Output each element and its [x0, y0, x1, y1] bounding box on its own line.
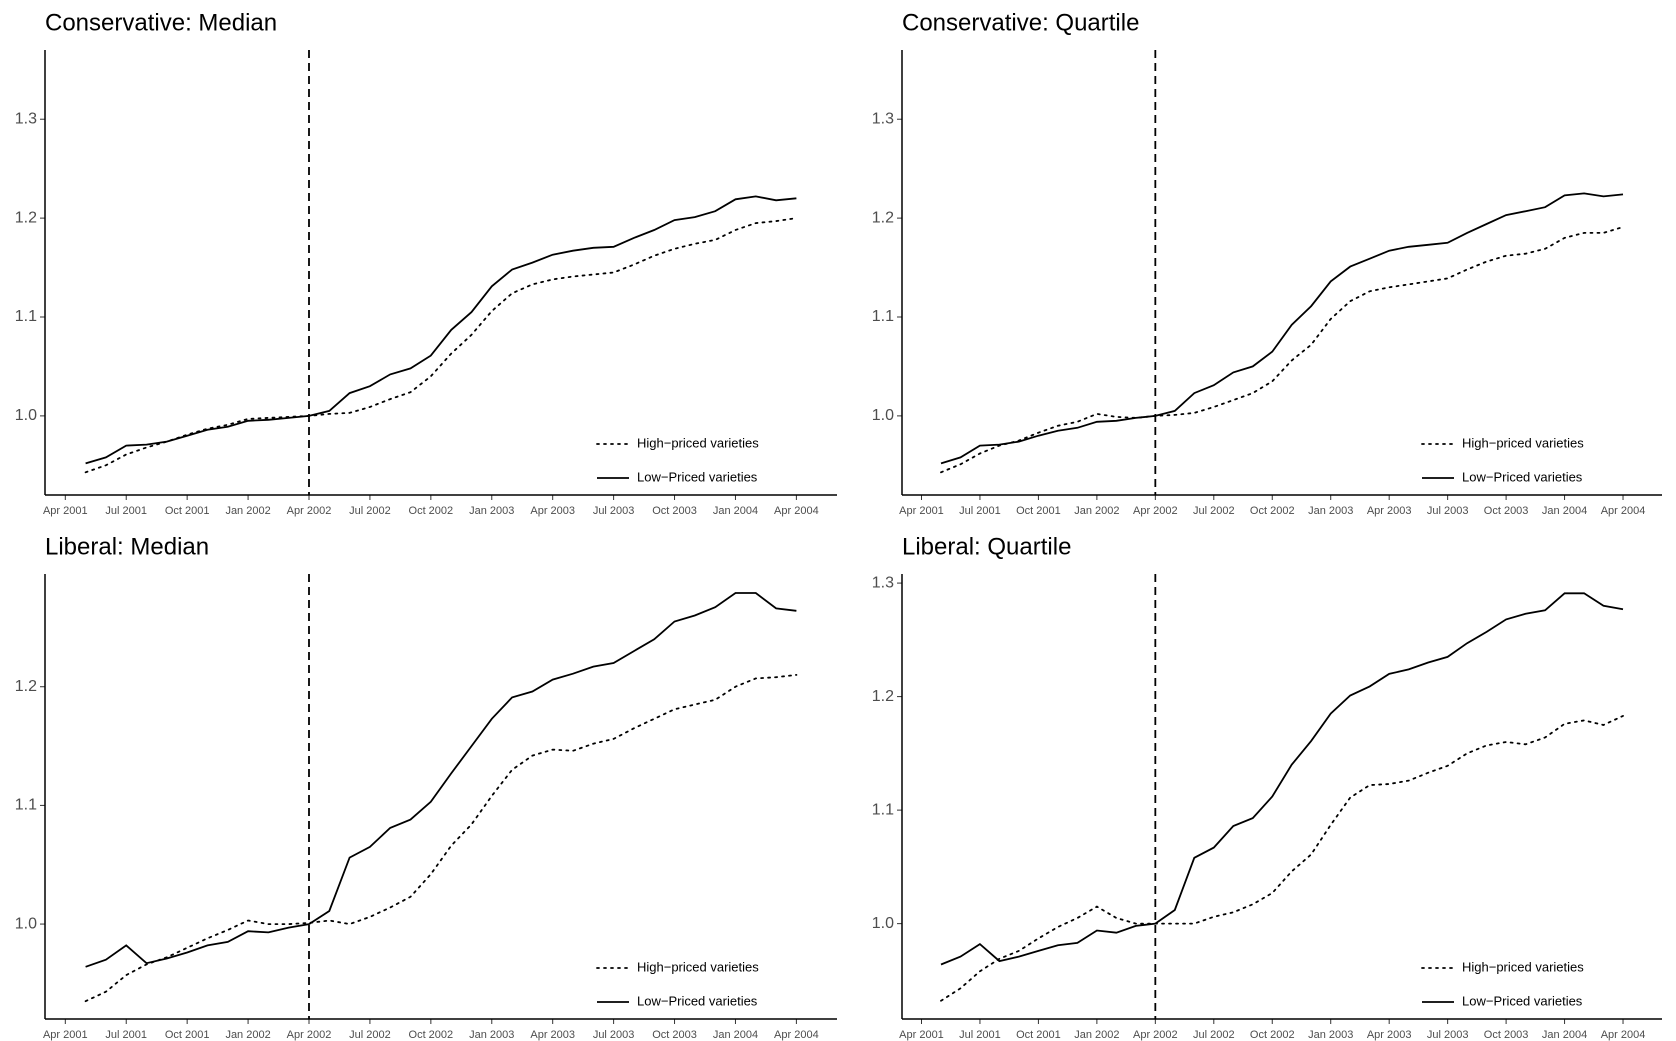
legend-label: Low−Priced varieties — [637, 469, 758, 484]
x-tick-label: Jan 2003 — [1308, 1029, 1353, 1041]
y-tick-label: 1.3 — [872, 574, 894, 591]
x-tick-label: Jan 2004 — [713, 1029, 758, 1041]
x-tick-label: Jul 2003 — [593, 505, 635, 517]
series-line — [940, 592, 1624, 966]
y-tick-label: 1.2 — [15, 678, 37, 695]
x-tick-label: Apr 2001 — [43, 505, 88, 517]
x-tick-label: Apr 2004 — [774, 505, 819, 517]
y-tick-label: 1.1 — [872, 308, 894, 325]
x-tick-label: Jan 2003 — [469, 1029, 514, 1041]
x-tick-label: Jan 2002 — [225, 1029, 270, 1041]
x-tick-label: Apr 2002 — [287, 1029, 332, 1041]
x-tick-label: Apr 2001 — [899, 505, 944, 517]
x-tick-label: Jul 2003 — [1427, 505, 1469, 517]
x-tick-label: Oct 2002 — [1250, 505, 1295, 517]
y-tick-label: 1.1 — [15, 308, 37, 325]
x-tick-label: Jul 2002 — [1193, 1029, 1235, 1041]
y-tick-label: 1.1 — [872, 801, 894, 818]
x-tick-label: Oct 2001 — [165, 1029, 210, 1041]
x-tick-label: Jul 2001 — [959, 1029, 1001, 1041]
legend-label: High−priced varieties — [1462, 435, 1584, 450]
y-tick-label: 1.0 — [15, 915, 37, 932]
x-tick-label: Apr 2003 — [1367, 1029, 1412, 1041]
x-tick-label: Jan 2004 — [1542, 505, 1587, 517]
x-tick-label: Jul 2002 — [349, 505, 391, 517]
x-tick-label: Jan 2002 — [225, 505, 270, 517]
series-line — [940, 715, 1624, 1002]
x-tick-label: Jul 2001 — [105, 1029, 147, 1041]
x-tick-label: Oct 2001 — [1016, 1029, 1061, 1041]
x-tick-label: Apr 2004 — [774, 1029, 819, 1041]
panel-title: Liberal: Quartile — [902, 533, 1071, 560]
x-tick-label: Jan 2004 — [1542, 1029, 1587, 1041]
x-tick-label: Oct 2002 — [1250, 1029, 1295, 1041]
legend-label: High−priced varieties — [637, 959, 759, 974]
x-tick-label: Apr 2001 — [43, 1029, 88, 1041]
x-tick-label: Jul 2001 — [959, 505, 1001, 517]
x-tick-label: Jul 2002 — [349, 1029, 391, 1041]
x-tick-label: Apr 2001 — [899, 1029, 944, 1041]
x-tick-label: Apr 2004 — [1601, 505, 1646, 517]
x-tick-label: Oct 2003 — [652, 1029, 697, 1041]
x-tick-label: Oct 2002 — [409, 1029, 454, 1041]
x-tick-label: Oct 2001 — [1016, 505, 1061, 517]
y-tick-label: 1.1 — [15, 797, 37, 814]
panel-title: Conservative: Median — [45, 9, 277, 36]
x-tick-label: Apr 2003 — [530, 1029, 575, 1041]
x-tick-label: Jan 2003 — [1308, 505, 1353, 517]
y-tick-label: 1.2 — [872, 688, 894, 705]
y-tick-label: 1.0 — [872, 407, 894, 424]
x-tick-label: Oct 2001 — [165, 505, 210, 517]
legend-label: Low−Priced varieties — [637, 993, 758, 1008]
series-line — [85, 195, 797, 465]
series-line — [84, 674, 798, 1003]
x-tick-label: Oct 2002 — [409, 505, 454, 517]
y-tick-label: 1.3 — [15, 110, 37, 127]
x-tick-label: Jan 2002 — [1074, 1029, 1119, 1041]
x-tick-label: Jan 2002 — [1074, 505, 1119, 517]
x-tick-label: Jan 2004 — [713, 505, 758, 517]
legend-label: Low−Priced varieties — [1462, 469, 1583, 484]
y-tick-label: 1.0 — [872, 915, 894, 932]
y-tick-label: 1.2 — [872, 209, 894, 226]
series-line — [940, 226, 1624, 474]
x-tick-label: Apr 2002 — [1133, 505, 1178, 517]
x-tick-label: Apr 2002 — [1133, 1029, 1178, 1041]
x-tick-label: Apr 2003 — [530, 505, 575, 517]
panel-title: Liberal: Median — [45, 533, 209, 560]
legend-label: Low−Priced varieties — [1462, 993, 1583, 1008]
series-line — [85, 592, 797, 968]
x-tick-label: Jul 2001 — [105, 505, 147, 517]
legend-label: High−priced varieties — [1462, 959, 1584, 974]
x-tick-label: Apr 2003 — [1367, 505, 1412, 517]
y-tick-label: 1.2 — [15, 209, 37, 226]
y-tick-label: 1.0 — [15, 407, 37, 424]
x-tick-label: Jan 2003 — [469, 505, 514, 517]
panel-title: Conservative: Quartile — [902, 9, 1139, 36]
x-tick-label: Apr 2002 — [287, 505, 332, 517]
legend-label: High−priced varieties — [637, 435, 759, 450]
x-tick-label: Oct 2003 — [1484, 1029, 1529, 1041]
series-line — [940, 192, 1624, 465]
series-line — [84, 217, 798, 474]
x-tick-label: Oct 2003 — [1484, 505, 1529, 517]
x-tick-label: Apr 2004 — [1601, 1029, 1646, 1041]
x-tick-label: Jul 2003 — [1427, 1029, 1469, 1041]
x-tick-label: Oct 2003 — [652, 505, 697, 517]
y-tick-label: 1.3 — [872, 110, 894, 127]
x-tick-label: Jul 2003 — [593, 1029, 635, 1041]
x-tick-label: Jul 2002 — [1193, 505, 1235, 517]
